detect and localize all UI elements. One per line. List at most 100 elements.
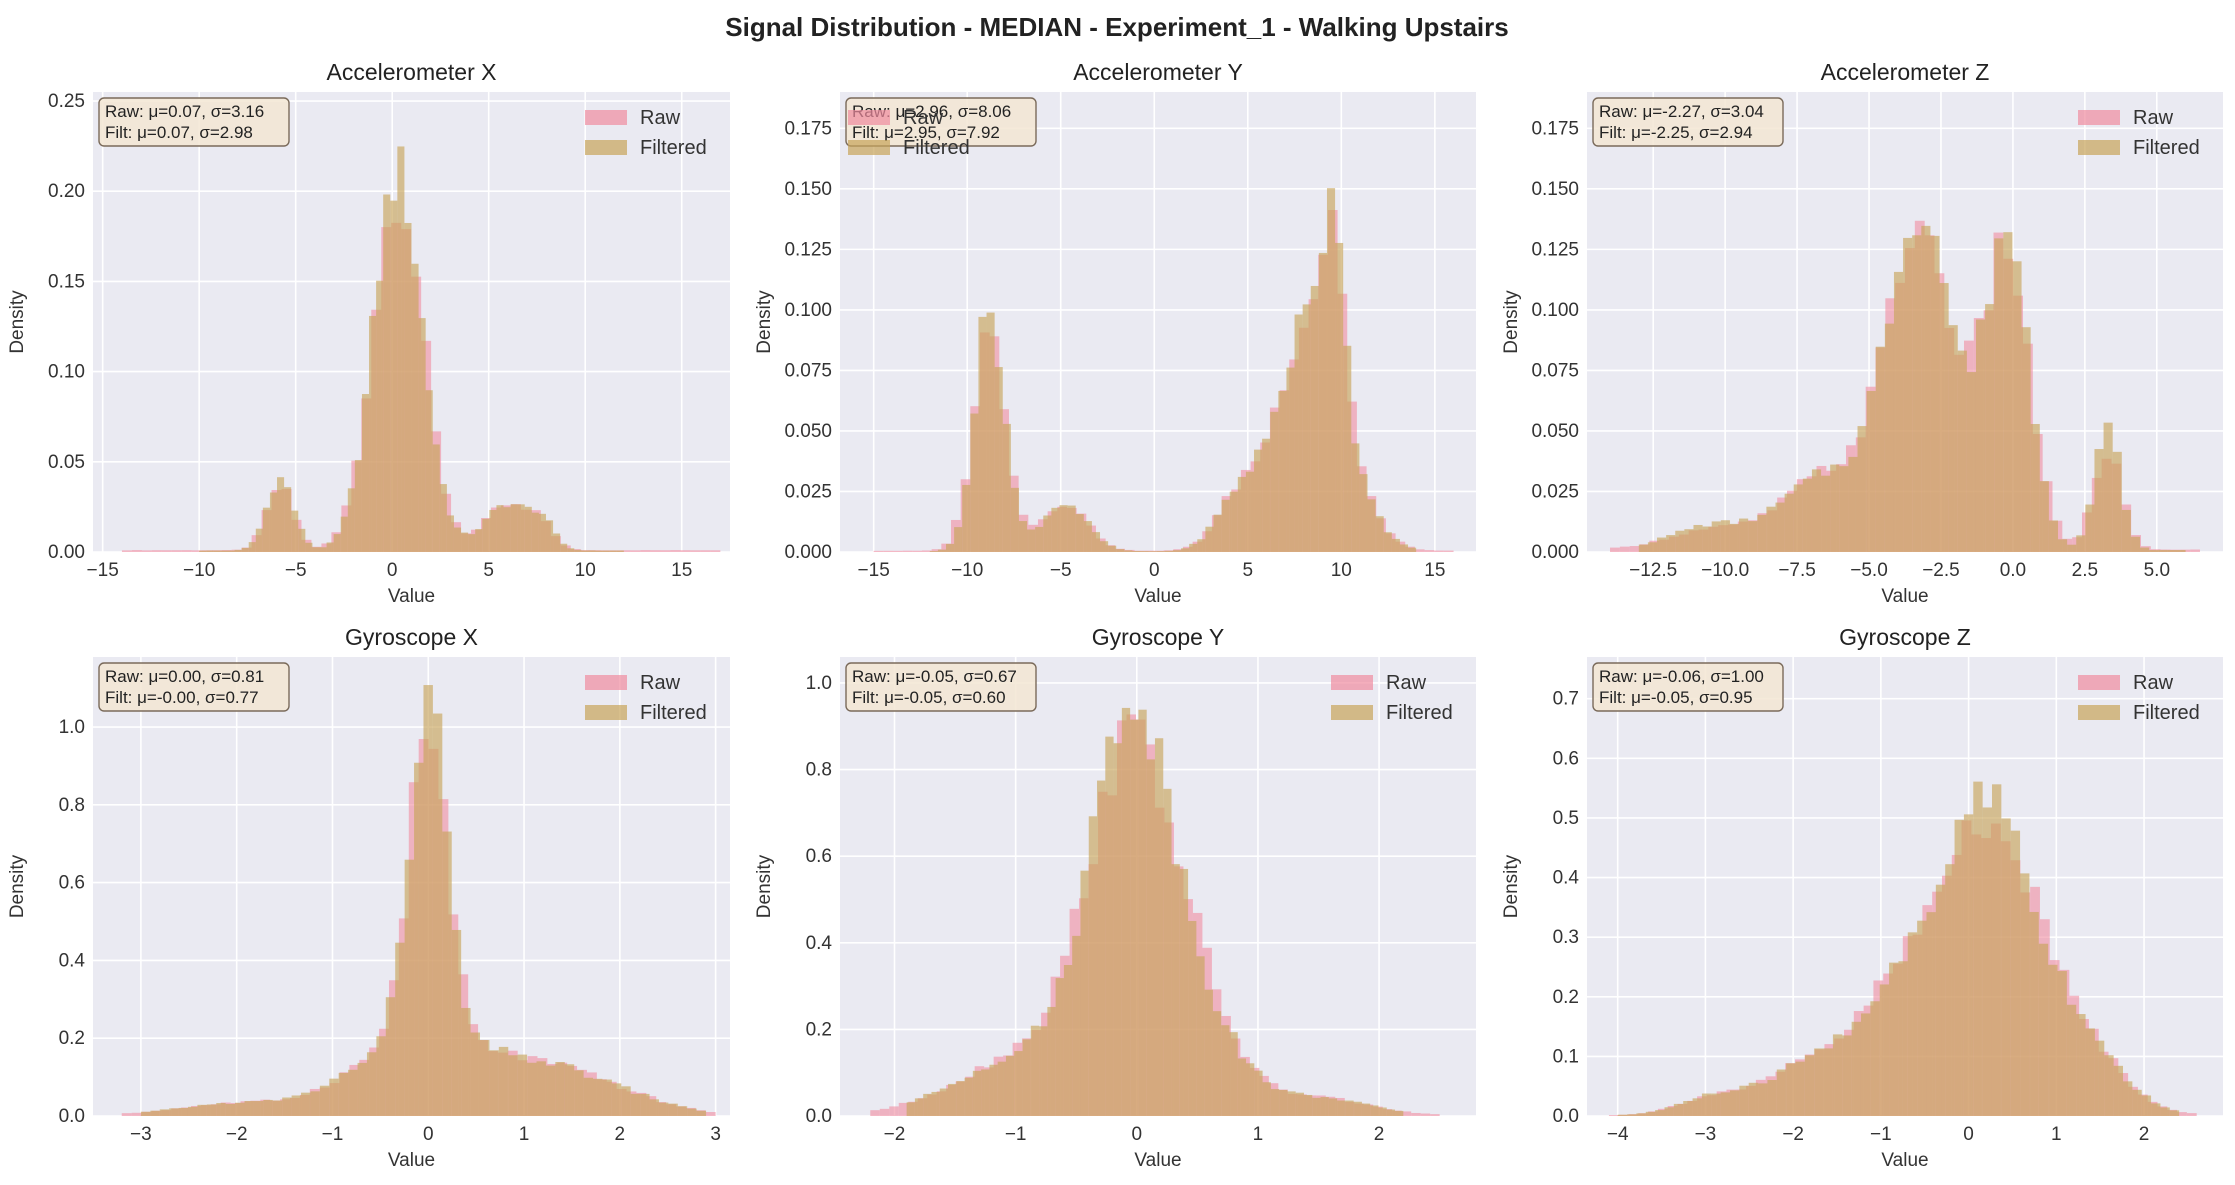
histogram-bar [1610, 547, 1620, 552]
histogram-bar [291, 510, 299, 552]
histogram-bar [319, 1085, 330, 1116]
y-tick-label: 0.4 [806, 933, 833, 954]
histogram-bar [1287, 1091, 1296, 1116]
histogram-bar [1957, 350, 1967, 552]
histogram-bar [1711, 1093, 1721, 1116]
histogram-bar [2020, 873, 2030, 1116]
histogram-bar [1982, 807, 1992, 1116]
histogram-bar [1395, 1110, 1404, 1116]
histogram-bar [1100, 541, 1109, 552]
histogram-bar [1088, 816, 1098, 1116]
histogram-bar [269, 492, 278, 552]
x-tick-label: 10 [1331, 560, 1352, 581]
histogram-bar [1072, 935, 1081, 1116]
histogram-bar [1171, 864, 1180, 1116]
histogram-bar [1921, 225, 1931, 553]
legend-swatch-filtered [1331, 705, 1373, 720]
histogram-bar [898, 1102, 909, 1116]
x-tick-label: −4 [1607, 1124, 1629, 1145]
histogram-bar [1027, 529, 1036, 552]
histogram-bar [1246, 1063, 1255, 1116]
x-tick-label: 15 [671, 560, 692, 581]
histogram-bar [1138, 709, 1147, 1116]
y-tick-label: 0.000 [1531, 542, 1579, 563]
histogram-bar [1302, 304, 1311, 552]
histogram-bar [121, 550, 132, 552]
histogram-bar [1411, 1112, 1421, 1116]
histogram-bar [2012, 261, 2022, 552]
histogram-bar [1802, 478, 1812, 552]
histogram-bar [2167, 550, 2177, 552]
histogram-bar [893, 550, 903, 552]
histogram-bar [131, 550, 142, 552]
histogram-bar [1851, 1021, 1861, 1116]
histogram-bar [1097, 780, 1106, 1116]
histogram-bar [348, 1069, 358, 1116]
x-tick-label: 5 [483, 560, 494, 581]
subplot-gyroscope-y: 0.0 0.2 0.4 0.6 0.8 1.0 −2 −1 0 1 2 Gyroscope Y Valu… [754, 624, 1476, 1171]
legend-label: Filtered [2133, 702, 2200, 724]
histogram-bar [220, 550, 228, 552]
histogram-bar [1930, 235, 1940, 552]
histogram-bar [593, 1078, 603, 1116]
histogram-bar [282, 1097, 292, 1116]
histogram-bar [1884, 323, 1894, 552]
histogram-bar [616, 550, 624, 552]
histogram-bar [1939, 283, 1949, 552]
histogram-bar [2048, 520, 2059, 552]
histogram-bar [1757, 514, 1767, 552]
figure-suptitle: Signal Distribution - MEDIAN - Experimen… [725, 12, 1508, 42]
histogram-bar [1399, 544, 1409, 552]
histogram-bar [883, 550, 893, 552]
histogram-bar [2177, 1112, 2187, 1116]
x-tick-label: −3 [130, 1124, 152, 1145]
y-tick-label: 0.175 [784, 118, 832, 139]
series-filtered [929, 188, 1417, 552]
stats-box [98, 662, 290, 712]
histogram-bar [1683, 1101, 1693, 1116]
histogram-bar [1043, 515, 1052, 552]
histogram-bar [2038, 943, 2049, 1116]
histogram-bar [1647, 542, 1658, 552]
stats-text: Raw: μ=-2.27, σ=3.04 [1599, 102, 1764, 121]
histogram-bar [621, 1086, 631, 1116]
histogram-bar [1083, 521, 1092, 552]
histogram-bar [1627, 1114, 1637, 1116]
histogram-bar [508, 1055, 518, 1116]
histogram-bar [2003, 232, 2013, 552]
histogram-bar [248, 542, 256, 552]
histogram-bar [1370, 1105, 1379, 1116]
histogram-bar [2151, 1103, 2161, 1116]
histogram-bar [1197, 539, 1206, 552]
legend-swatch-filtered [2078, 705, 2120, 720]
legend-label: Raw [903, 107, 944, 129]
histogram-bar [1132, 551, 1141, 552]
histogram-bar [206, 1104, 217, 1116]
histogram-bar [1702, 526, 1712, 552]
histogram-bar [931, 1091, 940, 1116]
histogram-bar [255, 528, 263, 552]
histogram-bar [602, 550, 610, 552]
histogram-bar [690, 550, 701, 552]
histogram-bar [503, 507, 511, 552]
histogram-bar [461, 532, 469, 552]
histogram-bar [1875, 346, 1885, 552]
histogram-bar [1212, 1011, 1222, 1116]
histogram-bar [395, 942, 405, 1116]
histogram-bar [1729, 523, 1740, 552]
histogram-bar [1666, 535, 1676, 552]
histogram-bar [1018, 521, 1028, 552]
histogram-bar [1196, 956, 1205, 1116]
histogram-bar [181, 550, 192, 552]
legend-label: Filtered [2133, 137, 2200, 159]
legend-swatch-raw [848, 110, 890, 125]
histogram-bar [914, 1098, 924, 1116]
y-tick-label: 0.150 [1531, 179, 1579, 200]
series-filtered [1638, 225, 2186, 553]
x-tick-label: −5 [1050, 560, 1072, 581]
y-tick-label: 0.20 [48, 181, 85, 202]
subplot-title: Gyroscope X [345, 624, 478, 650]
histogram-bar [650, 550, 661, 552]
histogram-bar [2039, 481, 2049, 552]
